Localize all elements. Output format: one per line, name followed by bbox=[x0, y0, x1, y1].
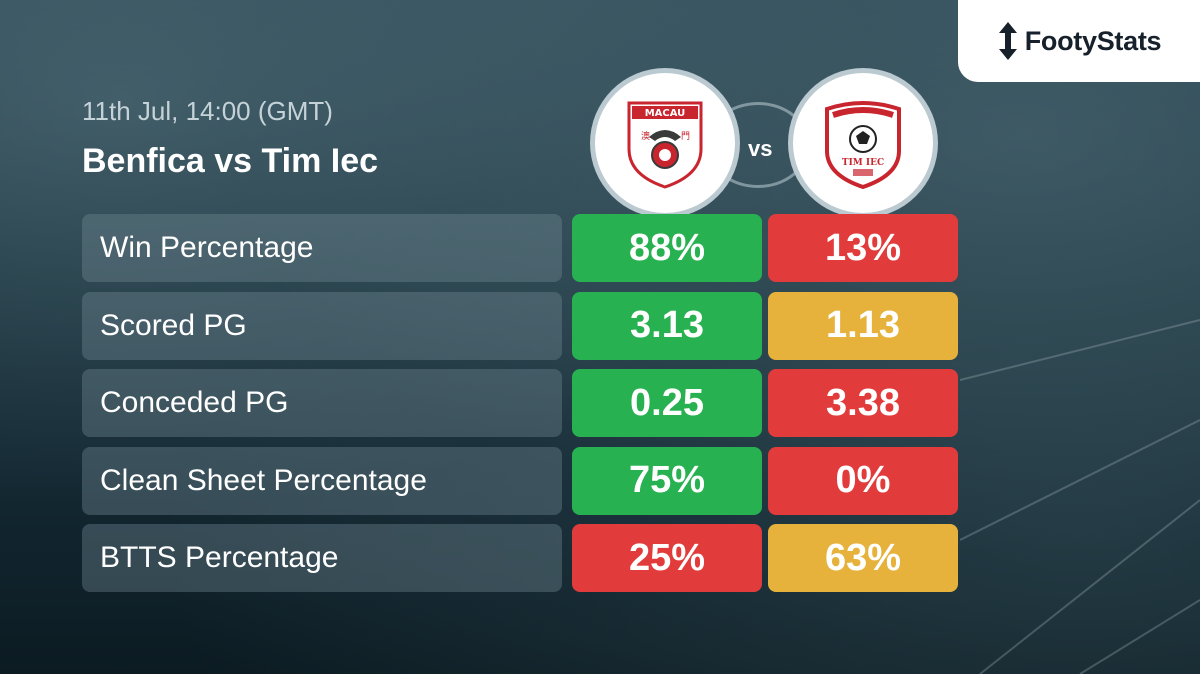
benfica-macau-crest-icon: MACAU 澳 門 bbox=[627, 101, 703, 189]
up-down-arrow-icon bbox=[998, 22, 1017, 60]
away-team-crest[interactable]: TIM IEC bbox=[788, 68, 938, 218]
svg-text:澳: 澳 bbox=[641, 130, 650, 142]
stat-home-value: 3.13 bbox=[572, 291, 762, 360]
stat-away-value: 0% bbox=[768, 446, 958, 515]
stat-label: Clean Sheet Percentage bbox=[82, 446, 562, 515]
stat-label: Win Percentage bbox=[82, 214, 562, 282]
stat-away-value: 3.38 bbox=[768, 369, 958, 437]
stat-label: BTTS Percentage bbox=[82, 524, 562, 592]
home-team-crest[interactable]: MACAU 澳 門 bbox=[590, 68, 740, 218]
match-datetime: 11th Jul, 14:00 (GMT) bbox=[82, 96, 333, 126]
stat-home-value: 25% bbox=[572, 524, 762, 592]
match-title: Benfica vs Tim Iec bbox=[82, 142, 379, 180]
brand-name: FootyStats bbox=[1024, 25, 1162, 56]
vs-label: vs bbox=[748, 136, 773, 161]
stat-home-value: 0.25 bbox=[572, 369, 762, 437]
stat-away-value: 1.13 bbox=[768, 291, 958, 360]
stat-away-value: 63% bbox=[768, 524, 958, 592]
stat-away-value: 13% bbox=[768, 214, 958, 282]
tim-iec-crest-icon: TIM IEC bbox=[825, 101, 901, 189]
stat-home-value: 88% bbox=[572, 214, 762, 282]
home-crest-text: MACAU bbox=[645, 108, 686, 119]
away-crest-text: TIM IEC bbox=[842, 158, 884, 168]
background-court-lines bbox=[960, 319, 1200, 674]
stat-label: Scored PG bbox=[82, 291, 562, 360]
stat-label: Conceded PG bbox=[82, 369, 562, 437]
footystats-logo[interactable]: FootyStats bbox=[958, 0, 1200, 82]
stat-home-value: 75% bbox=[572, 446, 762, 515]
svg-text:門: 門 bbox=[681, 131, 690, 142]
